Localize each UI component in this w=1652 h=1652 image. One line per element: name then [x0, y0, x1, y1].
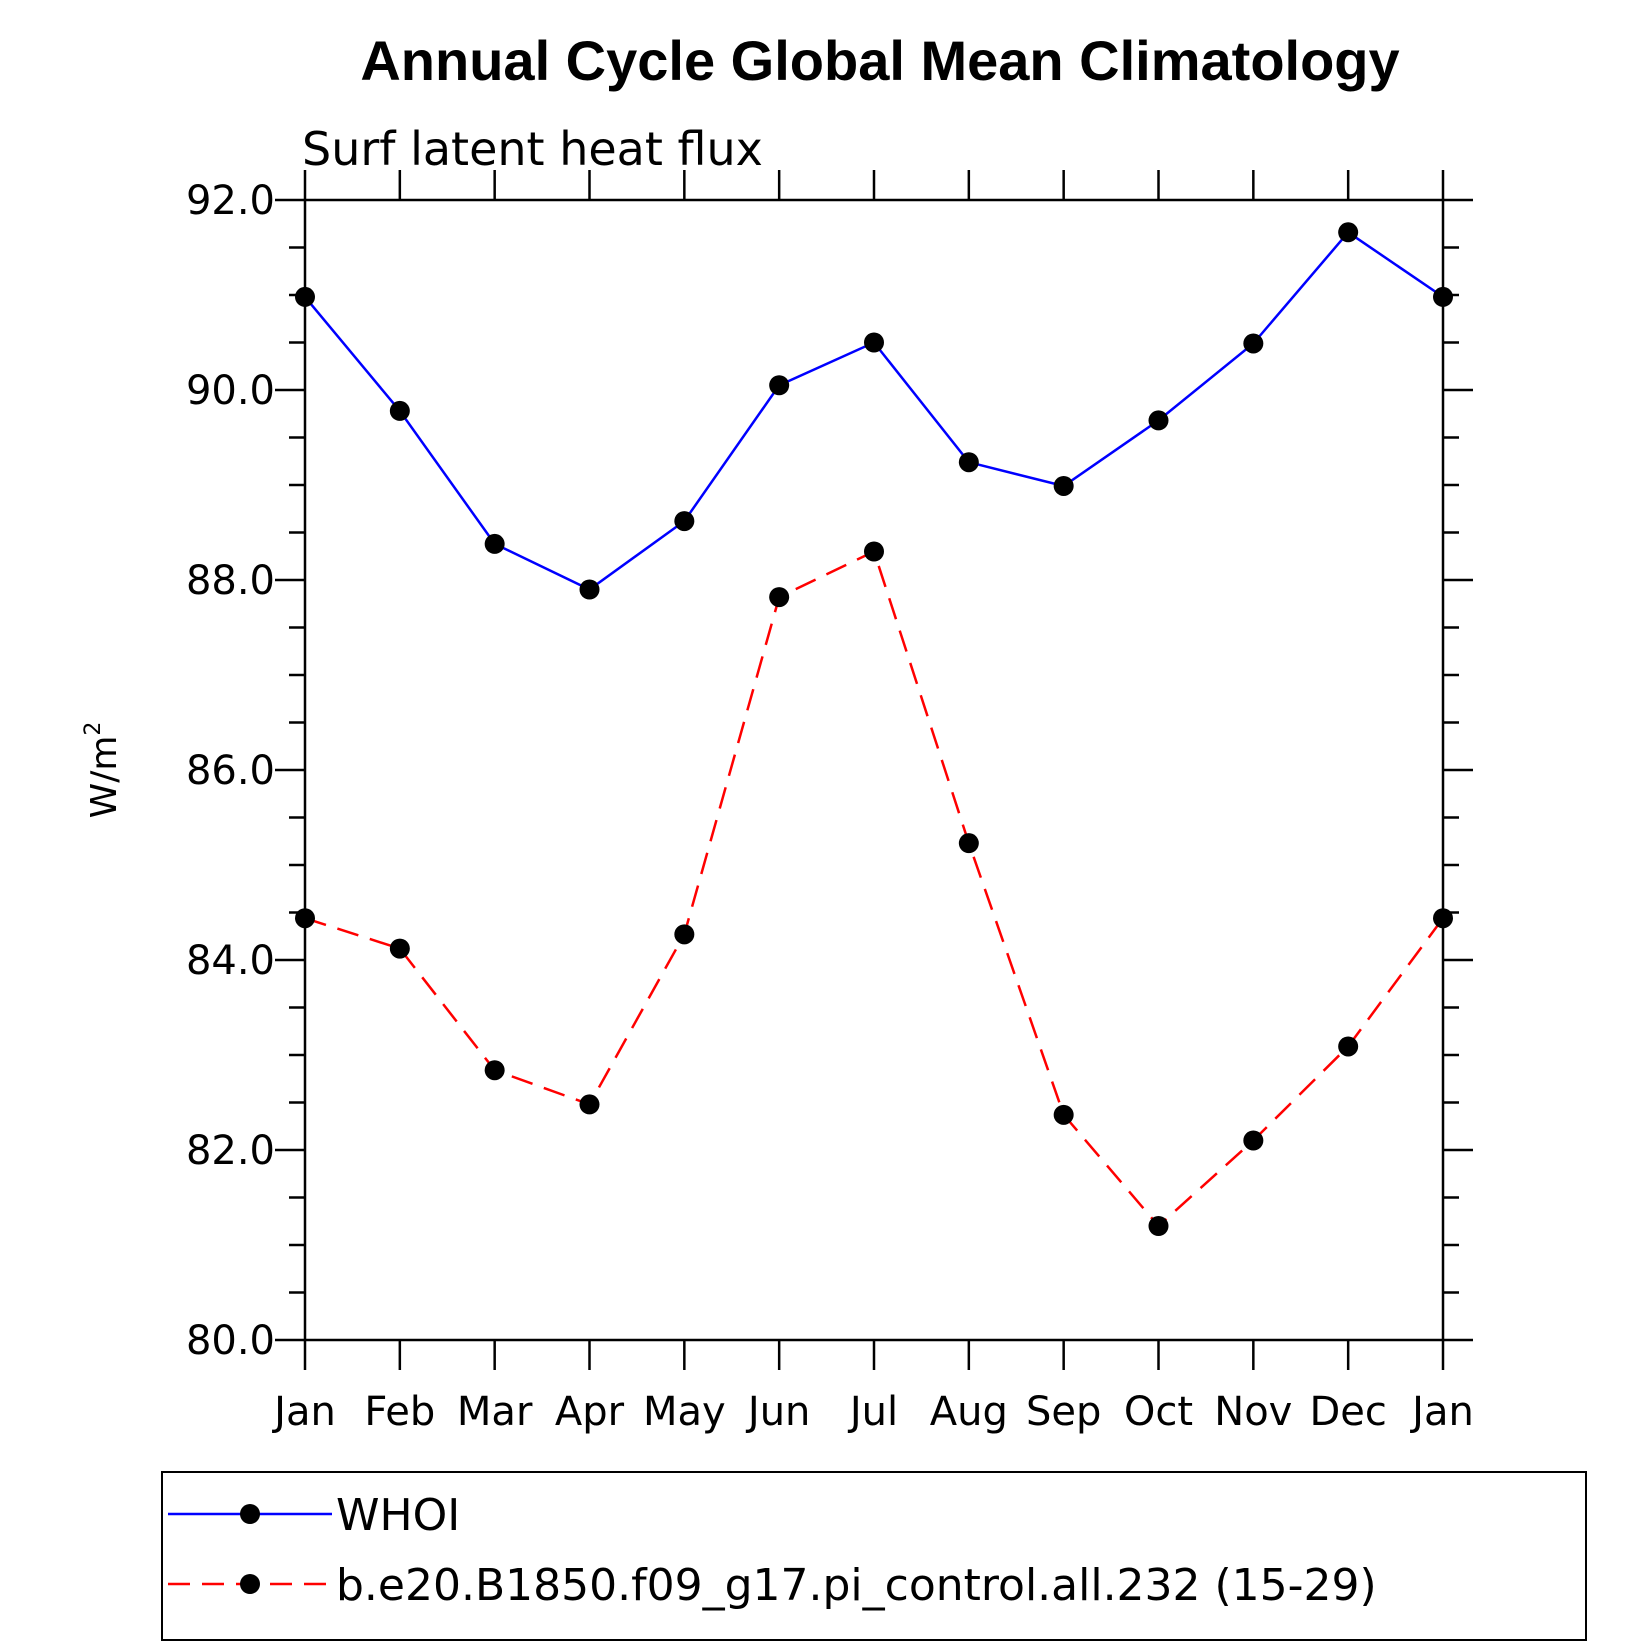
y-axis-label-base: W/m — [84, 736, 125, 819]
legend-box — [161, 1471, 1587, 1641]
x-tick-label: Jul — [847, 1389, 898, 1435]
series-0-point — [1053, 475, 1074, 496]
x-tick-label: Sep — [1026, 1389, 1101, 1435]
y-tick-labels: 80.0 82.0 84.0 86.0 88.0 90.0 92.0 — [186, 178, 275, 1364]
series-0-point — [864, 332, 884, 353]
series-1-point — [864, 541, 884, 562]
x-tick-label: Jan — [1409, 1389, 1474, 1435]
y-axis-label-superscript: 2 — [81, 722, 106, 736]
axis-ticks — [275, 170, 1473, 1370]
legend-marker-model — [240, 1574, 260, 1594]
series-1-point — [674, 924, 695, 945]
series-1-point — [1053, 1104, 1074, 1125]
series-1-point — [484, 1060, 505, 1081]
plot-frame — [303, 198, 1445, 1342]
chart-subtitle: Surf latent heat flux — [302, 122, 763, 176]
x-tick-label: Feb — [364, 1389, 435, 1435]
x-tick-label: Nov — [1214, 1389, 1292, 1435]
x-tick-label: Jun — [745, 1389, 811, 1435]
y-tick-label: 84.0 — [186, 938, 275, 984]
x-tick-label: Jan — [271, 1389, 336, 1435]
series-1-point — [389, 938, 410, 959]
series-0-point — [484, 533, 505, 554]
series-layer — [295, 222, 1453, 1236]
y-tick-label: 86.0 — [186, 748, 275, 794]
x-tick-label: Oct — [1124, 1389, 1193, 1435]
legend-label-model: b.e20.B1850.f09_g17.pi_control.all.232 (… — [336, 1560, 1377, 1611]
x-tick-label: May — [643, 1389, 726, 1435]
legend: WHOI b.e20.B1850.f09_g17.pi_control.all.… — [161, 1471, 1587, 1641]
series-1-point — [769, 587, 790, 608]
series-0-point — [769, 375, 790, 396]
series-line-0 — [304, 230, 1444, 591]
series-0-point — [958, 452, 979, 473]
series-0-point — [1148, 410, 1169, 431]
x-tick-labels: Jan Feb Mar Apr May Jun Jul Aug Sep Oct Nov Dec Jan — [271, 1389, 1474, 1435]
series-1-point — [1338, 1036, 1359, 1057]
y-tick-label: 80.0 — [186, 1318, 275, 1364]
x-tick-label: Mar — [457, 1389, 533, 1435]
legend-label-whoi: WHOI — [336, 1490, 460, 1541]
x-tick-label: Apr — [555, 1389, 625, 1435]
x-tick-label: Aug — [930, 1389, 1008, 1435]
legend-marker-whoi — [240, 1504, 260, 1524]
series-0-point — [1243, 333, 1264, 354]
series-0-point — [674, 511, 695, 532]
series-0-point — [389, 400, 410, 421]
y-tick-label: 92.0 — [186, 178, 275, 224]
series-1-point — [958, 833, 979, 854]
chart-title: Annual Cycle Global Mean Climatology — [360, 29, 1399, 92]
y-axis-label: W/m2 — [81, 722, 125, 819]
series-0-point — [579, 579, 600, 600]
series-0-point — [1338, 222, 1359, 243]
y-tick-label: 90.0 — [186, 368, 275, 414]
y-tick-label: 88.0 — [186, 558, 275, 604]
y-tick-label: 82.0 — [186, 1128, 275, 1174]
series-1-point — [1243, 1130, 1264, 1151]
series-1-point — [579, 1094, 600, 1115]
x-tick-label: Dec — [1309, 1389, 1386, 1435]
series-1-point — [1148, 1216, 1169, 1236]
series-line-1 — [304, 549, 1445, 1228]
